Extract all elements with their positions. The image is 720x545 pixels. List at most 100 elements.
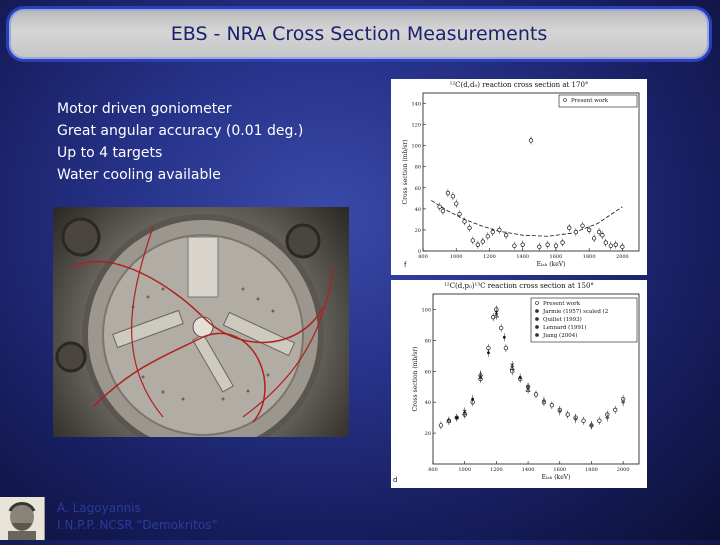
data-point	[502, 335, 506, 339]
x-axis-label: Eₗₐₕ (keV)	[542, 474, 571, 481]
data-point	[525, 387, 531, 392]
author-block: A. Lagoyannis I.N.P.P. NCSR “Demokritos”	[57, 500, 218, 534]
y-tick-label: 20	[415, 228, 421, 234]
y-tick-label: 120	[411, 123, 421, 129]
data-point	[603, 240, 608, 245]
x-tick-label: 800	[428, 467, 438, 473]
data-point	[553, 243, 559, 248]
author-name: A. Lagoyannis	[57, 501, 141, 515]
legend-label: Present work	[571, 98, 609, 104]
y-tick-label: 80	[415, 165, 421, 171]
data-point	[480, 239, 485, 244]
x-tick-label: 1600	[550, 254, 563, 260]
data-point	[591, 236, 597, 241]
feature-list: Motor driven goniometer Great angular ac…	[57, 98, 303, 186]
y-tick-label: 140	[411, 102, 421, 108]
data-point	[520, 242, 525, 247]
legend-marker	[535, 309, 539, 313]
data-point	[581, 418, 586, 423]
data-point	[454, 201, 459, 206]
data-point	[518, 376, 522, 379]
panel-letter: f	[404, 261, 407, 269]
x-axis-label: Eₗₐₕ (keV)	[537, 261, 566, 268]
data-point	[620, 244, 625, 249]
data-point	[440, 208, 446, 214]
chart-plot-area: 800 1000 1200 1400 1600 1800 2000 20 40 60 80 100 Eₗ…	[412, 293, 640, 481]
data-point	[462, 409, 467, 414]
chart-cdp-cross-section: ¹²C(d,p₀)¹³C reaction cross section at 1…	[391, 280, 647, 488]
legend-box	[558, 94, 638, 108]
goniometer-photo	[53, 207, 349, 437]
legend-marker	[535, 325, 539, 329]
data-point	[528, 138, 534, 143]
institute-logo	[0, 497, 45, 540]
data-point	[600, 233, 605, 238]
data-point	[493, 313, 499, 318]
legend-label: Present work	[543, 301, 581, 307]
y-tick-label: 100	[421, 307, 431, 313]
legend-label: Jiang (2004)	[542, 332, 577, 339]
x-tick-label: 1600	[553, 467, 566, 473]
legend-label: Jarmie (1957) scaled (2	[542, 308, 608, 315]
feature-item: Motor driven goniometer	[57, 101, 232, 117]
x-tick-label: 1200	[490, 467, 503, 473]
data-point	[475, 242, 480, 247]
plot-frame	[432, 293, 640, 465]
data-point	[445, 190, 451, 196]
legend-label: Quillet (1993)	[543, 316, 582, 323]
chart-plot-area: 800 1000 1200 1400 1600 1800 2000 0 20 40 60 80 100 1…	[402, 92, 640, 268]
legend-marker	[535, 333, 539, 337]
y-tick-label: 60	[425, 369, 431, 375]
x-tick-label: 1200	[483, 254, 496, 260]
data-point	[437, 204, 442, 209]
x-tick-label: 2000	[617, 467, 630, 473]
x-tick-label: 1400	[522, 467, 535, 473]
legend-marker	[535, 317, 539, 321]
data-point	[560, 240, 565, 245]
data-point	[485, 234, 490, 239]
data-point	[597, 418, 602, 423]
data-point	[494, 310, 499, 315]
y-tick-label: 80	[425, 338, 431, 344]
legend-marker	[563, 98, 567, 102]
data-point	[573, 229, 579, 235]
feature-item: Great angular accuracy (0.01 deg.)	[57, 123, 304, 139]
data-point	[457, 211, 462, 217]
data-point	[462, 219, 467, 224]
y-tick-label: 40	[425, 400, 431, 406]
data-point	[567, 225, 572, 230]
goniometer-illustration	[55, 214, 334, 437]
data-point	[565, 412, 570, 417]
data-point	[573, 417, 578, 422]
data-point	[549, 403, 554, 408]
x-tick-label: 1000	[450, 254, 463, 260]
y-tick-label: 0	[418, 249, 421, 255]
data-point	[613, 407, 618, 413]
data-point	[471, 397, 475, 401]
data-point	[470, 238, 475, 243]
feature-item: Up to 4 targets	[57, 145, 163, 161]
feature-item: Water cooling available	[57, 167, 221, 183]
data-point	[512, 243, 517, 248]
legend-marker	[535, 301, 539, 305]
data-point	[478, 375, 483, 380]
data-point	[557, 409, 562, 414]
data-point	[503, 345, 509, 351]
y-tick-label: 100	[411, 144, 421, 150]
y-tick-label: 60	[415, 186, 421, 192]
legend-box	[530, 297, 638, 343]
author-affiliation: I.N.P.P. NCSR “Demokritos”	[57, 518, 218, 532]
data-point	[605, 415, 610, 420]
x-tick-label: 1400	[516, 254, 529, 260]
slide-title-bar: EBS - NRA Cross Section Measurements	[6, 6, 712, 62]
data-point	[438, 423, 444, 428]
y-tick-label: 20	[425, 431, 431, 437]
y-tick-label: 40	[415, 207, 421, 213]
data-point	[587, 227, 592, 233]
bust-logo-icon	[8, 502, 36, 540]
data-point	[596, 229, 602, 235]
data-point	[537, 244, 542, 249]
x-tick-label: 1800	[585, 467, 598, 473]
data-point	[455, 416, 459, 420]
y-axis-label: Cross section (mb/sr)	[412, 346, 419, 411]
